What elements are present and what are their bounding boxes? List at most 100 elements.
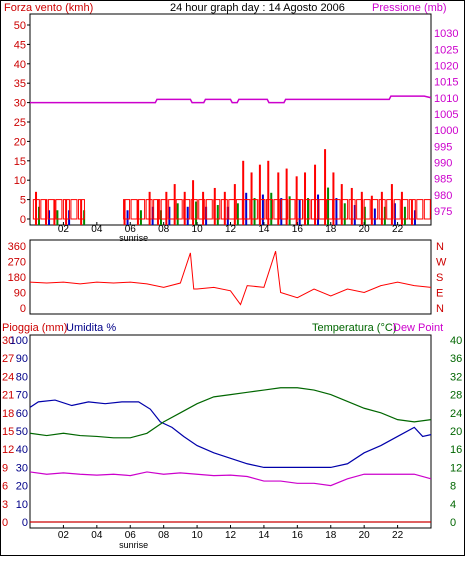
rain-y-tick: 6: [2, 481, 8, 493]
humidity-y-tick: 10: [16, 499, 28, 511]
climate-x-tick: 12: [225, 530, 237, 541]
wind-bar: [65, 199, 68, 225]
gust-bar: [335, 198, 338, 225]
humidity-line: [29, 399, 432, 468]
temperature-y-tick: 12: [450, 462, 462, 474]
climate-x-tick: 16: [292, 530, 304, 541]
dewpoint-axis-title: Dew Point: [393, 322, 443, 334]
rain-y-tick: 27: [2, 353, 14, 365]
wind-x-tick: 12: [225, 224, 237, 235]
wind-bar: [277, 172, 280, 225]
wind-frame-box: [393, 199, 401, 220]
wind-y-tick: 45: [14, 39, 26, 51]
pressure-y-tick: 1015: [434, 77, 458, 89]
wind-frame-box: [175, 199, 183, 220]
gust-bar: [363, 206, 366, 225]
wind-frame-box: [220, 199, 228, 220]
pressure-line: [30, 95, 432, 104]
temperature-y-tick: 32: [450, 371, 462, 383]
wind-y-tick: 35: [14, 78, 26, 90]
humidity-y-tick: 30: [16, 462, 28, 474]
temperature-y-tick: 20: [450, 426, 462, 438]
humidity-y-tick: 0: [22, 517, 28, 529]
wind-frame-box: [363, 199, 371, 220]
direction-compass-tick: N: [436, 303, 444, 315]
wind-y-tick: 20: [14, 136, 26, 148]
rain-y-tick: 0: [2, 517, 8, 529]
temperature-y-tick: 40: [450, 335, 462, 347]
gust-bar: [216, 205, 219, 225]
rain-y-tick: 3: [2, 499, 8, 511]
gust-bar: [56, 210, 59, 225]
wind-frame-box: [318, 199, 326, 220]
wind-bar: [123, 199, 126, 225]
gust-bar: [343, 203, 346, 225]
wind-y-tick: 0: [20, 214, 26, 226]
pressure-y-tick: 980: [434, 190, 452, 202]
humidity-y-tick: 20: [16, 481, 28, 493]
wind-frame-box: [265, 199, 273, 220]
wind-x-tick: 10: [192, 224, 204, 235]
gust-bar: [168, 206, 171, 225]
wind-frame-box: [423, 199, 431, 220]
wind-bar: [304, 172, 307, 225]
wind-frame-box: [55, 199, 63, 220]
climate-x-tick: 04: [91, 530, 103, 541]
wind-bar: [136, 199, 139, 225]
wind-bar: [267, 160, 270, 225]
pressure-y-tick: 1025: [434, 44, 458, 56]
wind-bar: [192, 180, 195, 225]
gust-bar: [253, 198, 256, 225]
wind-x-tick: 18: [325, 224, 337, 235]
wind-chart: 0510152025303540455097598098599099510001…: [14, 20, 459, 243]
wind-frame-box: [153, 199, 161, 220]
humidity-y-tick: 50: [16, 426, 28, 438]
wind-frame-box: [341, 199, 349, 220]
wind-bar: [380, 191, 383, 225]
wind-bar: [213, 187, 216, 225]
humidity-y-tick: 90: [16, 353, 28, 365]
wind-x-tick: 02: [58, 224, 70, 235]
humidity-y-tick: 40: [16, 444, 28, 456]
temperature-axis-title: Temperatura (°C): [312, 322, 396, 334]
rain-y-tick: 21: [2, 390, 14, 402]
gust-bar: [245, 192, 248, 225]
wind-bar: [390, 184, 393, 225]
wind-frame-box: [243, 199, 251, 220]
wind-x-tick: 16: [292, 224, 304, 235]
wind-frame-box: [311, 199, 319, 220]
wind-frame-box: [213, 199, 221, 220]
wind-axis-title: Forza vento (kmh): [4, 2, 93, 14]
wind-bar: [165, 191, 168, 225]
gust-bar: [403, 206, 406, 225]
rain-y-tick: 12: [2, 444, 14, 456]
direction-compass-tick: W: [436, 257, 447, 269]
wind-bar: [324, 149, 327, 225]
temperature-y-tick: 8: [450, 481, 456, 493]
wind-bar: [285, 168, 288, 225]
gust-bar: [288, 196, 291, 225]
climate-x-tick: 22: [392, 530, 404, 541]
wind-x-tick: 22: [392, 224, 404, 235]
wind-frame-box: [303, 199, 311, 220]
rain-y-tick: 9: [2, 462, 8, 474]
pressure-y-tick: 990: [434, 157, 452, 169]
wind-bar: [410, 199, 413, 225]
gust-bar: [317, 194, 320, 225]
gust-bar: [327, 187, 330, 225]
wind-y-tick: 30: [14, 98, 26, 110]
gust-bar: [226, 206, 229, 225]
gust-bar: [236, 203, 239, 225]
temperature-y-tick: 16: [450, 444, 462, 456]
direction-compass-tick: S: [436, 272, 443, 284]
wind-frame-box: [280, 199, 288, 220]
wind-bar: [242, 160, 245, 225]
wind-frame-box: [183, 199, 191, 220]
pressure-y-tick: 1000: [434, 125, 458, 137]
humidity-y-tick: 80: [16, 371, 28, 383]
gust-bar: [307, 198, 310, 225]
direction-compass-tick: N: [436, 241, 444, 253]
